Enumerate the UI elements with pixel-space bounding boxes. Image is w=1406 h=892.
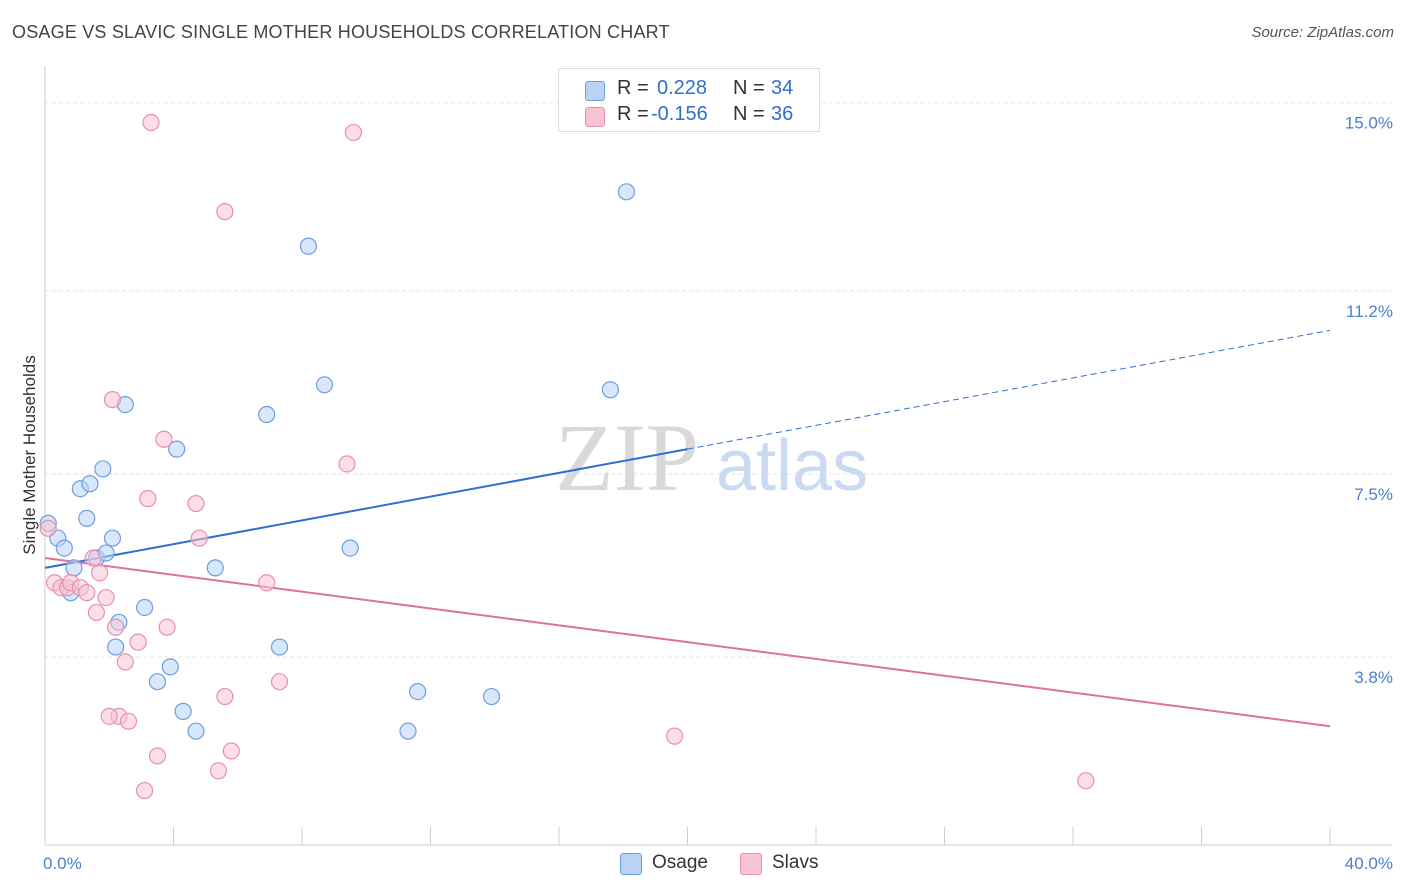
osage-trend-line: [44, 448, 688, 569]
correlation-legend: R = 0.228 N = 34 R = -0.156 N = 36: [558, 68, 820, 132]
osage-point: [258, 405, 276, 424]
slavs-point: [142, 113, 160, 132]
osage-n-label: N =: [733, 77, 765, 99]
slavs-point: [1077, 772, 1095, 790]
slavs-point: [148, 747, 167, 765]
osage-point: [617, 183, 636, 201]
y-tick-label: 15.0%: [1345, 114, 1393, 133]
slavs-point: [209, 762, 228, 780]
y-tick-label: 3.8%: [1354, 668, 1393, 687]
osage-point: [103, 529, 122, 547]
osage-trend-extension: [687, 329, 1331, 450]
osage-point: [601, 381, 620, 399]
slavs-point: [87, 603, 106, 622]
slavs-r-value: -0.156: [651, 103, 708, 125]
osage-point: [65, 559, 83, 577]
legend-row-slavs: R = -0.156 N = 36: [559, 103, 819, 129]
osage-point: [482, 687, 501, 706]
slavs-point: [155, 430, 173, 448]
slavs-point: [158, 618, 176, 636]
slavs-point: [119, 712, 138, 730]
osage-legend-swatch: [620, 853, 642, 875]
osage-point: [81, 475, 99, 493]
slavs-point: [129, 633, 147, 651]
osage-n-value: 34: [771, 77, 794, 99]
legend-row-osage: R = 0.228 N = 34: [559, 77, 819, 103]
y-tick-label: 11.2%: [1346, 302, 1393, 321]
osage-point: [341, 539, 359, 557]
osage-point: [409, 682, 427, 701]
watermark-atlas: atlas: [716, 426, 868, 506]
trend-lines: [44, 329, 1331, 728]
slavs-point: [187, 494, 205, 513]
osage-point: [399, 722, 417, 740]
slavs-point: [258, 574, 276, 592]
osage-point: [187, 722, 205, 740]
osage-point: [270, 638, 289, 656]
osage-point: [94, 460, 112, 478]
osage-point: [135, 598, 154, 617]
slavs-point: [84, 549, 102, 567]
osage-point: [299, 237, 318, 255]
osage-point: [206, 559, 224, 577]
osage-r-label: R =: [617, 77, 649, 99]
grid-lines: [45, 102, 1392, 658]
slavs-point: [97, 588, 115, 607]
chart-title: OSAGE VS SLAVIC SINGLE MOTHER HOUSEHOLDS…: [12, 22, 670, 42]
osage-point: [168, 440, 186, 458]
slavs-point: [338, 455, 356, 473]
slavs-point: [100, 707, 118, 725]
slavs-point: [78, 584, 96, 602]
slavs-legend-label: Slavs: [772, 852, 819, 873]
osage-point: [78, 509, 96, 528]
slavs-point: [39, 519, 57, 537]
slavs-point: [270, 673, 289, 691]
tick-labels: 3.8% 7.5% 11.2% 15.0% 0.0% 40.0%: [43, 114, 1393, 873]
slavs-n-label: N =: [733, 103, 765, 125]
slavs-point: [344, 123, 362, 142]
data-points: [39, 113, 1095, 800]
osage-point: [148, 673, 167, 691]
slavs-point: [139, 490, 157, 508]
slavs-point: [91, 564, 109, 582]
slavs-point: [216, 687, 234, 706]
x-tick-label-max: 40.0%: [1345, 854, 1393, 873]
osage-r-value: 0.228: [657, 77, 708, 99]
slavs-n-value: 36: [771, 103, 794, 125]
slavs-point: [190, 529, 208, 547]
source-label: Source: ZipAtlas.com: [1251, 24, 1394, 41]
axes: [44, 66, 1392, 846]
x-tick-label-min: 0.0%: [43, 854, 82, 873]
slavs-point: [216, 203, 234, 221]
slavs-point: [666, 727, 684, 745]
slavs-point: [222, 742, 240, 760]
slavs-point: [103, 391, 122, 409]
slavs-trend-line: [44, 557, 1331, 728]
watermark-zip: ZIP: [555, 404, 699, 511]
osage-legend-label: Osage: [652, 852, 708, 873]
osage-point: [107, 638, 125, 656]
slavs-point: [135, 781, 154, 800]
osage-point: [55, 539, 73, 557]
osage-point: [161, 658, 179, 676]
osage-swatch: [585, 81, 605, 101]
slavs-point: [116, 653, 134, 671]
slavs-point: [107, 618, 125, 636]
watermark: ZIP atlas: [555, 404, 868, 511]
y-tick-label: 7.5%: [1354, 485, 1393, 504]
y-axis-label: Single Mother Households: [20, 355, 39, 554]
osage-point: [315, 376, 334, 394]
slavs-swatch: [585, 107, 605, 127]
slavs-r-label: R =: [617, 103, 649, 125]
osage-point: [174, 702, 192, 720]
slavs-legend-swatch: [740, 853, 762, 875]
